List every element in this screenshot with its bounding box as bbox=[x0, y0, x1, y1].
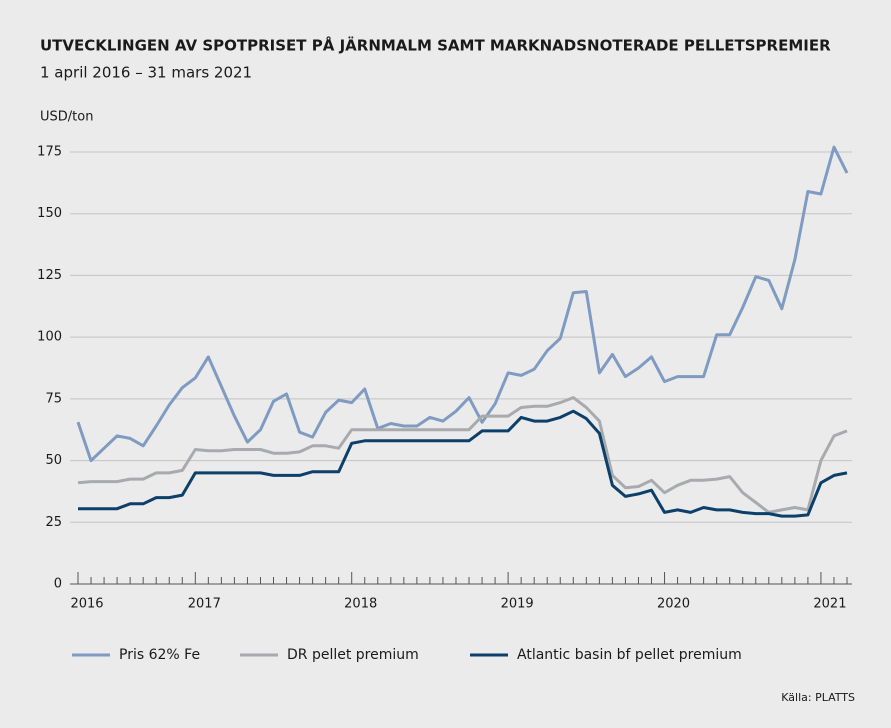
y-tick-label: 125 bbox=[37, 268, 62, 283]
x-tick-label: 2017 bbox=[188, 597, 221, 612]
y-tick-label: 25 bbox=[45, 515, 62, 530]
y-tick-label: 150 bbox=[37, 206, 62, 221]
series-line bbox=[78, 409, 848, 518]
x-tick-label: 2016 bbox=[70, 597, 103, 612]
y-tick-label: 50 bbox=[45, 453, 62, 468]
x-tick-label: 2018 bbox=[344, 597, 377, 612]
y-axis-label: USD/ton bbox=[40, 110, 93, 125]
x-tick-label: 2020 bbox=[657, 597, 690, 612]
y-tick-label: 0 bbox=[54, 577, 62, 592]
series-line bbox=[76, 145, 849, 463]
x-tick-label: 2019 bbox=[501, 597, 534, 612]
chart-subtitle: 1 april 2016 – 31 mars 2021 bbox=[40, 64, 252, 82]
x-tick-label: 2021 bbox=[813, 597, 846, 612]
legend-label: DR pellet premium bbox=[287, 647, 419, 663]
source: Källa: PLATTS bbox=[781, 691, 855, 704]
chart-title: UTVECKLINGEN AV SPOTPRISET PÅ JÄRNMALM S… bbox=[40, 36, 831, 55]
legend-label: Atlantic basin bf pellet premium bbox=[517, 647, 742, 663]
y-tick-label: 175 bbox=[37, 145, 62, 160]
y-tick-label: 100 bbox=[37, 330, 62, 345]
y-tick-label: 75 bbox=[45, 391, 62, 406]
legend-label: Pris 62% Fe bbox=[119, 647, 200, 663]
series-line bbox=[77, 396, 848, 514]
